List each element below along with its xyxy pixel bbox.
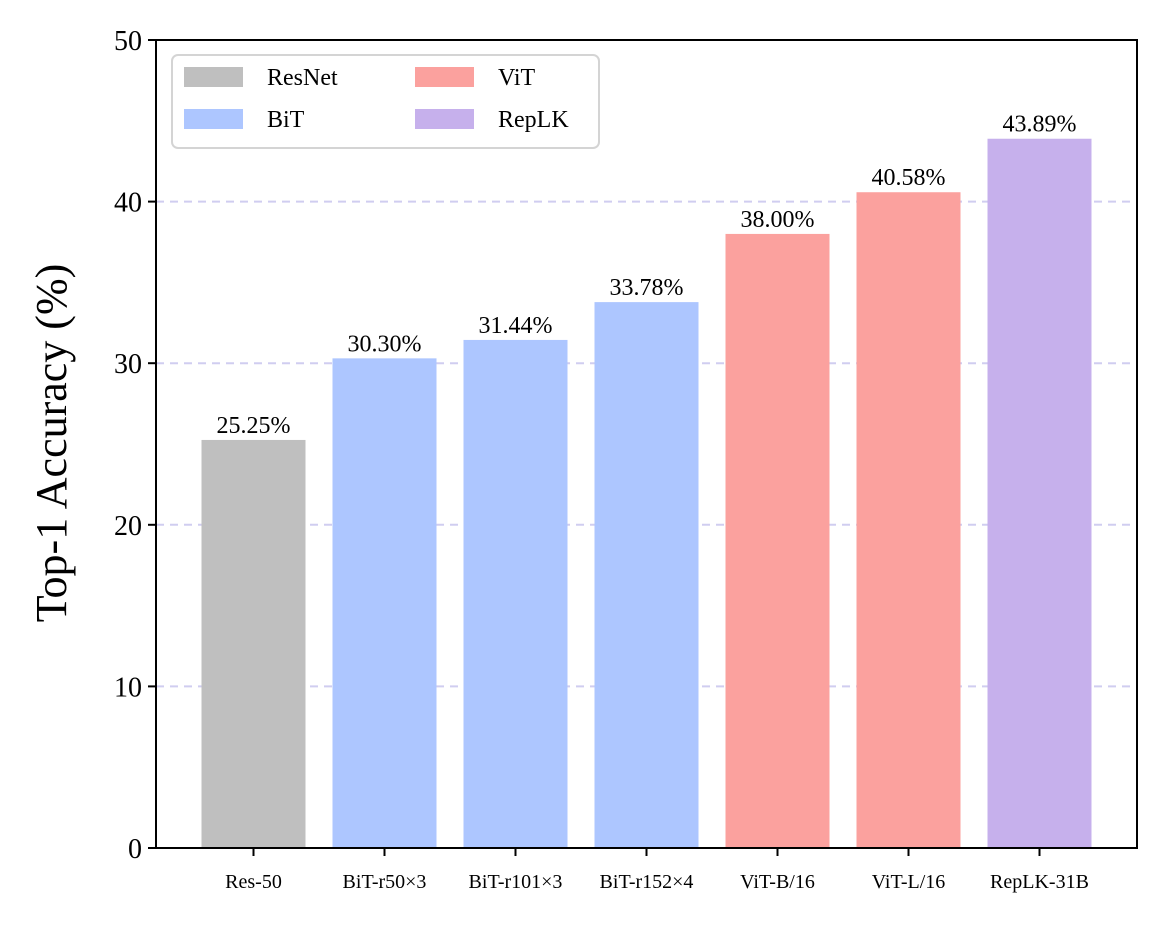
x-tick-label: RepLK-31B bbox=[990, 871, 1089, 893]
legend-item-resnet: ResNet bbox=[184, 65, 338, 91]
y-tick-label: 20 bbox=[114, 511, 142, 542]
y-tick-label: 50 bbox=[114, 26, 142, 57]
legend-label: RepLK bbox=[498, 107, 569, 133]
bar-replk-31b bbox=[987, 138, 1092, 848]
value-label: 25.25% bbox=[217, 413, 291, 439]
y-tick-label: 0 bbox=[128, 834, 142, 865]
x-tick-label: ViT-B/16 bbox=[740, 871, 815, 893]
legend-label: BiT bbox=[267, 107, 305, 133]
legend-swatch bbox=[184, 109, 243, 129]
y-tick-label: 40 bbox=[114, 188, 142, 219]
legend-swatch bbox=[415, 67, 474, 87]
y-tick-label: 10 bbox=[114, 672, 142, 703]
legend: ResNet BiT ViT RepLK bbox=[171, 54, 600, 149]
legend-swatch bbox=[415, 109, 474, 129]
x-tick-label: Res-50 bbox=[225, 871, 282, 893]
y-tick-label: 30 bbox=[114, 349, 142, 380]
plot-frame bbox=[155, 39, 1138, 849]
value-label: 38.00% bbox=[741, 207, 815, 233]
value-label: 43.89% bbox=[1003, 112, 1077, 138]
bars bbox=[201, 138, 1092, 849]
value-label: 30.30% bbox=[348, 331, 422, 357]
bar-vit-l-16 bbox=[856, 192, 961, 849]
axes: Res-50 BiT-r50×3 BiT-r101×3 BiT-r152×4 ViT-B… bbox=[114, 26, 1138, 893]
legend-label: ResNet bbox=[267, 65, 338, 91]
value-label: 40.58% bbox=[872, 165, 946, 191]
bar-bit-r50-3 bbox=[332, 358, 437, 848]
value-labels: 25.25% 30.30% 31.44% 33.78% 38.00% 40.58% 43.8… bbox=[217, 112, 1077, 439]
x-tick-label: ViT-L/16 bbox=[872, 871, 946, 893]
x-tick-label: BiT-r101×3 bbox=[469, 871, 563, 893]
bar-vit-b-16 bbox=[725, 233, 830, 849]
value-label: 33.78% bbox=[610, 275, 684, 301]
legend-swatch bbox=[184, 67, 243, 87]
x-tick-label: BiT-r50×3 bbox=[343, 871, 427, 893]
legend-box bbox=[171, 54, 600, 149]
legend-item-replk: RepLK bbox=[415, 107, 569, 133]
value-label: 31.44% bbox=[479, 313, 553, 339]
legend-label: ViT bbox=[498, 65, 536, 91]
bar-res-50 bbox=[201, 439, 306, 848]
legend-item-vit: ViT bbox=[415, 65, 536, 91]
legend-item-bit: BiT bbox=[184, 107, 305, 133]
bar-bit-r101-3 bbox=[463, 339, 568, 848]
y-axis-label: Top-1 Accuracy (%) bbox=[27, 264, 76, 623]
x-tick-label: BiT-r152×4 bbox=[600, 871, 694, 893]
bar-bit-r152-4 bbox=[594, 302, 699, 848]
